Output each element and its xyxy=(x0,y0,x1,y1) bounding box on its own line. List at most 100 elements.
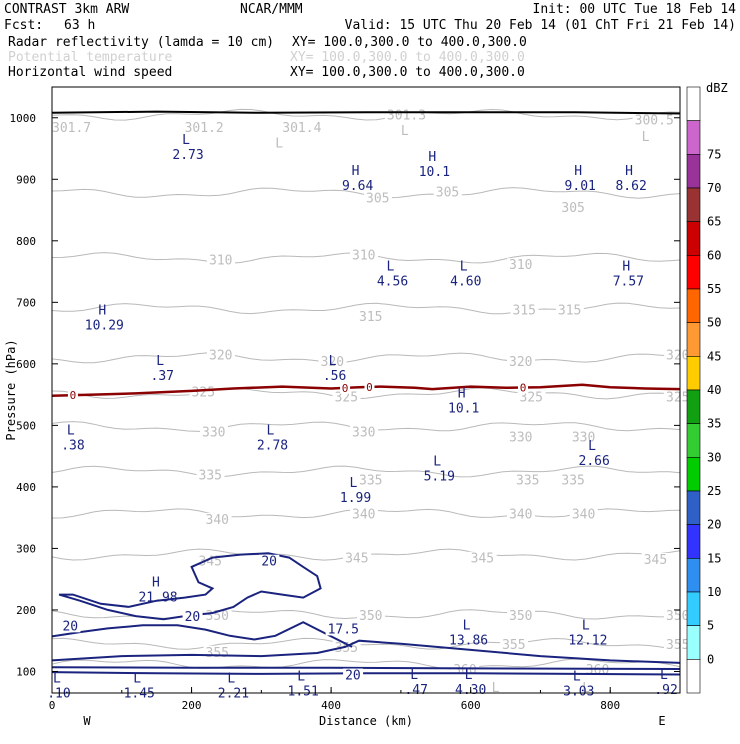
freezing-level-label: 0 xyxy=(70,389,77,402)
colorbar-label: 65 xyxy=(707,215,721,229)
fcst-label: Fcst: xyxy=(4,18,43,33)
colorbar-swatch xyxy=(686,389,701,424)
theta-label: 335 xyxy=(199,469,222,484)
colorbar-label: 0 xyxy=(707,652,714,666)
colorbar-label: 50 xyxy=(707,316,721,330)
x-tick-label: 400 xyxy=(321,699,341,712)
theta-label: 301.3 xyxy=(387,109,426,124)
theta-label: 305 xyxy=(561,201,584,216)
theta-label: 301.2 xyxy=(185,121,224,136)
colorbar-title: dBZ xyxy=(706,81,728,95)
x-tick-label: 600 xyxy=(461,699,481,712)
theta-label-bg xyxy=(357,473,386,487)
theta-label-bg xyxy=(507,354,536,368)
theta-label-bg xyxy=(569,430,598,444)
freezing-label-bg xyxy=(364,380,375,393)
theta-label: 325 xyxy=(666,390,689,405)
theta-label-bg xyxy=(357,608,386,622)
colorbar-label: 45 xyxy=(707,349,721,363)
y-tick-label: 700 xyxy=(16,296,36,309)
theta-label-bg xyxy=(517,390,546,404)
theta-label-bg xyxy=(664,348,693,362)
theta-label-bg xyxy=(280,120,325,134)
wind-label-bg xyxy=(325,622,362,636)
theta-label: 315 xyxy=(558,304,581,319)
wind-contour-label: 20 xyxy=(261,555,277,570)
theta-label: 310 xyxy=(352,248,375,263)
colorbar-swatch xyxy=(686,322,701,357)
theta-label: 335 xyxy=(516,474,539,489)
theta-label-bg xyxy=(207,253,235,267)
extremum-value: .38 xyxy=(61,439,84,454)
theta-label-bg xyxy=(207,348,235,362)
theta-label: 335 xyxy=(359,474,382,489)
colorbar-swatch xyxy=(686,120,701,155)
theta-label-bg xyxy=(318,354,347,368)
terrain-path xyxy=(51,110,681,115)
theta-label-bg xyxy=(559,200,588,214)
theta-label-bg xyxy=(203,608,232,622)
colorbar-swatch xyxy=(686,255,701,290)
x-axis-label: Distance (km) xyxy=(319,714,413,728)
colorbar-label: 30 xyxy=(707,450,721,464)
theta-label: 301.7 xyxy=(52,121,91,136)
theta-extremum-mark: L xyxy=(275,136,283,151)
extremum-value: 4.56 xyxy=(377,274,408,289)
theta-label-bg xyxy=(664,608,693,622)
wind-contour-mid xyxy=(51,621,353,648)
extremum-value: 9.01 xyxy=(565,179,596,194)
theta-label: 320 xyxy=(509,355,532,370)
theta-extremum-mark: L xyxy=(582,681,590,696)
extremum-value: 1.99 xyxy=(340,491,371,506)
field-xy-reflectivity: XY= 100.0,300.0 to 400.0,300.0 xyxy=(292,35,527,50)
extremum-high-marker: H xyxy=(458,387,466,402)
extremum-low-marker: L xyxy=(573,670,581,685)
theta-isentrope-355 xyxy=(51,637,681,650)
x-axis-right-end: E xyxy=(658,714,665,728)
theta-label-bg xyxy=(664,637,693,651)
init-time: Init: 00 UTC Tue 18 Feb 14 xyxy=(533,2,737,17)
extremum-value: 21.98 xyxy=(138,591,177,606)
extremum-low-marker: L xyxy=(387,259,395,274)
terrain-line xyxy=(51,110,681,115)
theta-label: 340 xyxy=(352,507,375,522)
extremum-value: .92 xyxy=(654,683,677,698)
colorbar-label: 35 xyxy=(707,417,721,431)
freezing-label-bg xyxy=(518,381,528,394)
extremum-value: .37 xyxy=(151,369,174,384)
wind-label-bg xyxy=(259,554,280,568)
title-center: NCAR/MMM xyxy=(240,2,303,17)
wind-contour-upper-b xyxy=(51,666,681,670)
theta-label: 300.5 xyxy=(635,114,674,129)
x-axis-left-end: W xyxy=(83,714,91,728)
theta-label-bg xyxy=(196,468,225,482)
theta-label-bg xyxy=(50,120,94,134)
theta-label: 335 xyxy=(561,474,584,489)
wind-contour-closed xyxy=(58,552,322,621)
field-name-theta: Potential temperature xyxy=(8,50,173,65)
extremum-low-marker: L xyxy=(329,354,337,369)
extremum-value: 2.66 xyxy=(579,454,610,469)
extremum-low-marker: L xyxy=(350,476,358,491)
colorbar-label: 40 xyxy=(707,383,721,397)
theta-extremum-mark: L xyxy=(642,130,650,145)
theta-extremum-mark: L xyxy=(492,681,500,696)
theta-label: 345 xyxy=(345,552,368,567)
extremum-value: 8.62 xyxy=(615,179,646,194)
theta-isentrope-325 xyxy=(51,387,681,400)
theta-label: 340 xyxy=(509,507,532,522)
wind-label-bg xyxy=(343,668,364,682)
theta-label: 310 xyxy=(509,258,532,273)
theta-label: 345 xyxy=(471,552,494,567)
theta-label-bg xyxy=(555,303,584,317)
extremum-value: .56 xyxy=(323,369,346,384)
extremum-low-marker: L xyxy=(460,259,468,274)
theta-label: 355 xyxy=(502,638,525,653)
theta-label-bg xyxy=(641,552,670,566)
theta-label-bg xyxy=(200,425,229,439)
extremum-low-marker: L xyxy=(266,424,274,439)
freezing-level-path xyxy=(51,383,681,398)
y-tick-label: 400 xyxy=(16,481,36,494)
